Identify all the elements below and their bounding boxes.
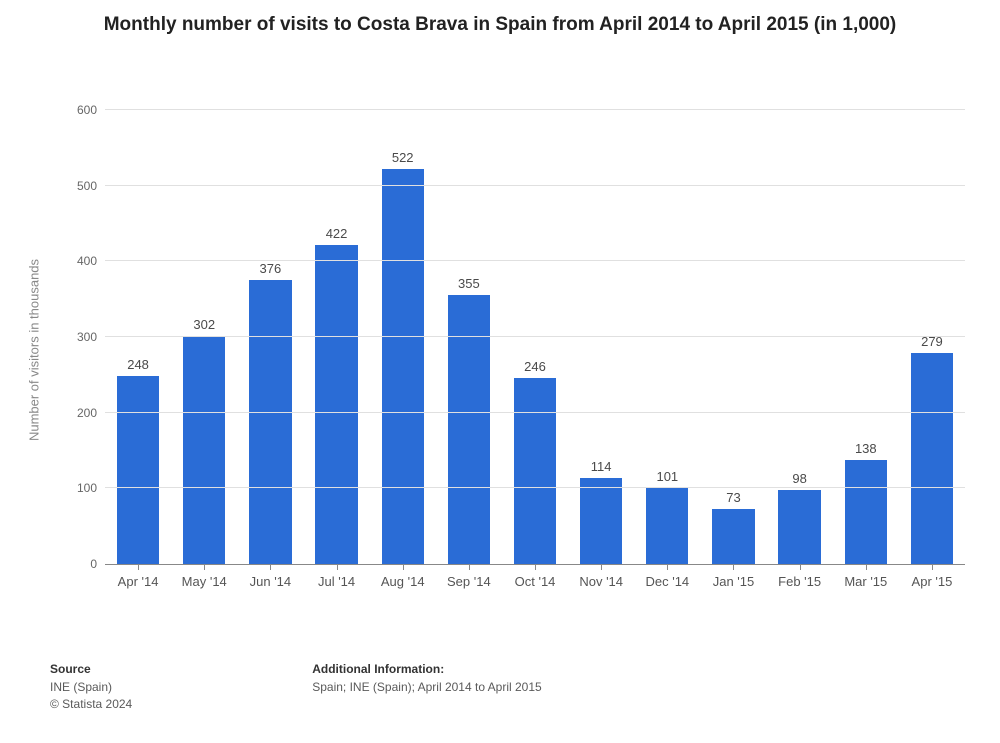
copyright-line: © Statista 2024 [50,696,132,713]
gridline [105,260,965,261]
bar-value-label: 522 [392,150,414,165]
additional-info-block: Additional Information: Spain; INE (Spai… [312,662,541,713]
bar[interactable] [911,353,953,564]
xtick-label: Mar '15 [844,574,887,589]
ytick-label: 200 [77,406,97,420]
xtick-label: Nov '14 [579,574,623,589]
gridline [105,336,965,337]
xtick [866,564,867,570]
xtick-label: Jul '14 [318,574,355,589]
xtick [403,564,404,570]
chart-footer: Source INE (Spain) © Statista 2024 Addit… [50,662,542,713]
xtick [138,564,139,570]
xtick [667,564,668,570]
bar-value-label: 98 [792,471,806,486]
bar-value-label: 246 [524,359,546,374]
xtick-label: Jan '15 [713,574,755,589]
bar[interactable] [315,245,357,564]
xtick [733,564,734,570]
xtick-label: May '14 [182,574,227,589]
source-line: INE (Spain) [50,679,132,696]
xtick [337,564,338,570]
plot-region: 248Apr '14302May '14376Jun '14422Jul '14… [105,95,965,565]
bar[interactable] [646,488,688,564]
bar-value-label: 302 [193,317,215,332]
bars-container: 248Apr '14302May '14376Jun '14422Jul '14… [105,95,965,564]
bar-slot: 98Feb '15 [767,95,833,564]
bar-value-label: 422 [326,226,348,241]
source-block: Source INE (Spain) © Statista 2024 [50,662,132,713]
ytick-label: 600 [77,103,97,117]
gridline [105,487,965,488]
xtick-label: Oct '14 [515,574,556,589]
bar-slot: 248Apr '14 [105,95,171,564]
bar-value-label: 138 [855,441,877,456]
gridline [105,412,965,413]
bar-slot: 279Apr '15 [899,95,965,564]
xtick [535,564,536,570]
bar-value-label: 73 [726,490,740,505]
xtick [270,564,271,570]
chart-area: Number of visitors in thousands 248Apr '… [70,95,975,605]
bar[interactable] [712,509,754,564]
xtick [601,564,602,570]
bar[interactable] [117,376,159,564]
bar[interactable] [778,490,820,564]
source-heading: Source [50,662,132,676]
bar-slot: 114Nov '14 [568,95,634,564]
xtick-label: Apr '14 [118,574,159,589]
ytick-label: 300 [77,330,97,344]
bar-slot: 522Aug '14 [370,95,436,564]
additional-info-line: Spain; INE (Spain); April 2014 to April … [312,679,541,696]
xtick-label: Apr '15 [912,574,953,589]
bar-value-label: 376 [260,261,282,276]
additional-info-heading: Additional Information: [312,662,541,676]
bar-slot: 422Jul '14 [303,95,369,564]
xtick-label: Sep '14 [447,574,491,589]
chart-title: Monthly number of visits to Costa Brava … [0,0,1000,38]
bar[interactable] [183,336,225,564]
bar-value-label: 101 [656,469,678,484]
bar-value-label: 248 [127,357,149,372]
xtick-label: Jun '14 [250,574,292,589]
ytick-label: 100 [77,481,97,495]
bar-slot: 246Oct '14 [502,95,568,564]
xtick-label: Aug '14 [381,574,425,589]
xtick [469,564,470,570]
xtick [800,564,801,570]
xtick-label: Dec '14 [645,574,689,589]
bar[interactable] [514,378,556,564]
bar-value-label: 355 [458,276,480,291]
bar-slot: 302May '14 [171,95,237,564]
ytick-label: 0 [90,557,97,571]
y-axis-title: Number of visitors in thousands [27,259,42,441]
bar-slot: 138Mar '15 [833,95,899,564]
bar-slot: 101Dec '14 [634,95,700,564]
xtick [204,564,205,570]
bar-value-label: 114 [591,459,612,474]
bar[interactable] [249,280,291,564]
ytick-label: 400 [77,254,97,268]
bar[interactable] [382,169,424,564]
xtick [932,564,933,570]
bar-slot: 73Jan '15 [700,95,766,564]
gridline [105,109,965,110]
bar-slot: 376Jun '14 [237,95,303,564]
bar[interactable] [845,460,887,564]
gridline [105,185,965,186]
ytick-label: 500 [77,179,97,193]
xtick-label: Feb '15 [778,574,821,589]
bar[interactable] [580,478,622,564]
bar-slot: 355Sep '14 [436,95,502,564]
